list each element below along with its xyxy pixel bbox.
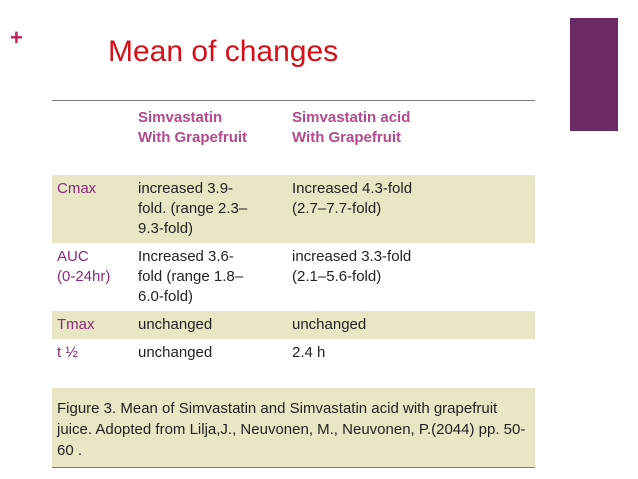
table-row: AUC (0-24hr) Increased 3.6- fold (range …: [52, 243, 535, 311]
row-label: Cmax: [52, 175, 138, 243]
table-spacer: [52, 367, 535, 388]
slide-title: Mean of changes: [108, 35, 339, 68]
accent-bar: [570, 18, 618, 131]
table-cell: unchanged: [292, 311, 535, 339]
table-cell: unchanged: [138, 311, 292, 339]
table-row: t ½ unchanged 2.4 h: [52, 339, 535, 367]
table-cell: unchanged: [138, 339, 292, 367]
table-cell: increased 3.3-fold (2.1–5.6-fold): [292, 243, 535, 311]
plus-icon: +: [10, 25, 23, 50]
table-row: Cmax increased 3.9- fold. (range 2.3– 9.…: [52, 175, 535, 243]
row-label: Tmax: [52, 311, 138, 339]
row-label: t ½: [52, 339, 138, 367]
results-table: Simvastatin With Grapefruit Simvastatin …: [52, 100, 535, 468]
table-header-row: Simvastatin With Grapefruit Simvastatin …: [52, 100, 535, 154]
header-cell-empty: [52, 100, 138, 154]
table-cell: Increased 4.3-fold (2.7–7.7-fold): [292, 175, 535, 243]
table-cell: increased 3.9- fold. (range 2.3– 9.3-fol…: [138, 175, 292, 243]
header-cell-simvastatin: Simvastatin With Grapefruit: [138, 100, 292, 154]
row-label: AUC (0-24hr): [52, 243, 138, 311]
table-caption-row: Figure 3. Mean of Simvastatin and Simvas…: [52, 388, 535, 468]
header-cell-simvastatin-acid: Simvastatin acid With Grapefruit: [292, 100, 535, 154]
table-row: Tmax unchanged unchanged: [52, 311, 535, 339]
table-spacer: [52, 154, 535, 175]
table-cell: Increased 3.6- fold (range 1.8– 6.0-fold…: [138, 243, 292, 311]
figure-caption: Figure 3. Mean of Simvastatin and Simvas…: [52, 388, 535, 468]
table-cell: 2.4 h: [292, 339, 535, 367]
